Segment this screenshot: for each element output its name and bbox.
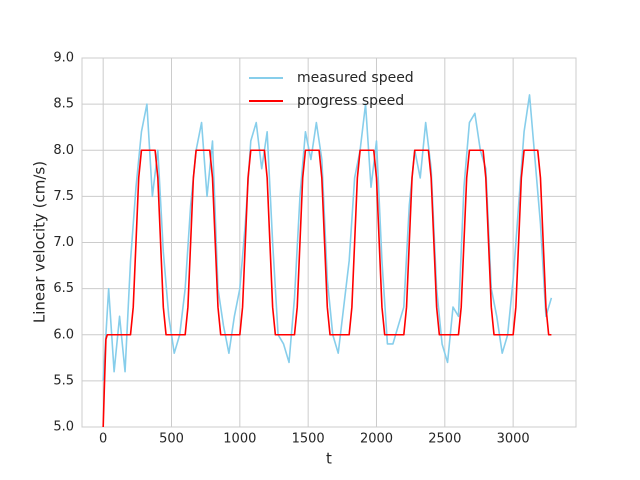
y-tick-label: 6.5 bbox=[53, 281, 74, 296]
y-tick-label: 5.0 bbox=[53, 420, 74, 435]
x-axis-label: t bbox=[326, 450, 332, 468]
series-line bbox=[102, 94, 553, 381]
y-tick-label: 7.0 bbox=[53, 235, 74, 250]
x-tick-label: 2000 bbox=[360, 432, 393, 447]
x-tick-label: 3000 bbox=[497, 432, 530, 447]
y-tick-label: 7.5 bbox=[53, 189, 74, 204]
legend-label: measured speed bbox=[297, 70, 414, 86]
legend-label: progress speed bbox=[297, 93, 404, 109]
y-tick-label: 8.0 bbox=[53, 143, 74, 158]
plot-frame bbox=[81, 57, 577, 428]
x-tick-label: 1500 bbox=[292, 432, 325, 447]
x-tick-label: 500 bbox=[159, 432, 184, 447]
x-tick-label: 0 bbox=[99, 432, 107, 447]
x-tick-label: 1000 bbox=[223, 432, 256, 447]
x-tick-label: 2500 bbox=[428, 432, 461, 447]
y-tick-label: 6.0 bbox=[53, 327, 74, 342]
y-tick-label: 5.5 bbox=[53, 373, 74, 388]
y-tick-label: 8.5 bbox=[53, 97, 74, 112]
series-line bbox=[102, 149, 552, 428]
y-tick-label: 9.0 bbox=[53, 51, 74, 66]
y-axis-label: Linear velocity (cm/s) bbox=[31, 161, 49, 323]
